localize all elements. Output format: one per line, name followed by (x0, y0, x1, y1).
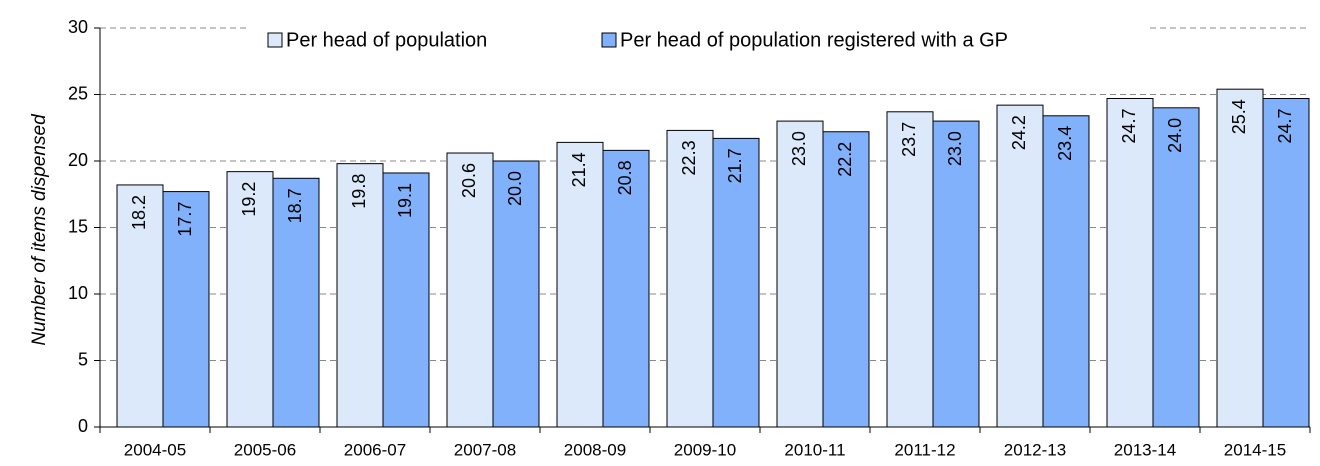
value-label: 23.4 (1055, 126, 1075, 161)
y-tick-label: 5 (78, 349, 88, 369)
value-label: 22.2 (835, 142, 855, 177)
bar (886, 111, 934, 428)
y-tick-label: 0 (78, 416, 88, 436)
bar (162, 191, 210, 428)
value-label: 21.4 (569, 152, 589, 187)
x-tick-label: 2014-15 (1224, 440, 1286, 459)
value-label: 19.1 (395, 183, 415, 218)
bar (556, 141, 604, 428)
value-label: 22.3 (679, 140, 699, 175)
bar (666, 129, 714, 428)
y-tick-label: 10 (68, 283, 88, 303)
value-label: 18.7 (285, 188, 305, 223)
bar (776, 120, 824, 428)
value-label: 20.8 (615, 160, 635, 195)
x-tick-label: 2006-07 (344, 440, 406, 459)
value-label: 25.4 (1229, 99, 1249, 134)
bar (1042, 115, 1090, 428)
value-label: 24.0 (1165, 118, 1185, 153)
bar (272, 177, 320, 428)
bar (492, 160, 540, 428)
y-tick-label: 15 (68, 216, 88, 236)
bar (1106, 97, 1154, 428)
bar (1216, 88, 1264, 428)
bar (712, 137, 760, 428)
x-tick-label: 2007-08 (454, 440, 516, 459)
y-tick-label: 20 (68, 150, 88, 170)
legend-swatch (267, 32, 283, 48)
value-label: 19.8 (349, 174, 369, 209)
bar (1262, 97, 1310, 428)
x-tick-label: 2010-11 (784, 440, 845, 459)
value-label: 24.7 (1119, 108, 1139, 143)
value-label: 17.7 (175, 202, 195, 237)
bar (822, 131, 870, 428)
value-label: 23.0 (945, 131, 965, 166)
bar (1152, 107, 1200, 428)
legend-label: Per head of population registered with a… (620, 29, 1008, 51)
value-label: 23.0 (789, 131, 809, 166)
bar (446, 152, 494, 428)
bar (382, 172, 430, 428)
x-tick-label: 2011-12 (894, 440, 955, 459)
bar (116, 184, 164, 428)
x-tick-label: 2012-13 (1004, 440, 1066, 459)
y-tick-label: 25 (68, 83, 88, 103)
value-label: 19.2 (239, 182, 259, 217)
value-label: 24.2 (1009, 115, 1029, 150)
value-label: 23.7 (899, 122, 919, 157)
y-axis-label: Number of items dispensed (29, 113, 50, 346)
legend-box (248, 14, 1148, 54)
value-label: 20.0 (505, 171, 525, 206)
x-tick-label: 2008-09 (564, 440, 626, 459)
x-tick-label: 2004-05 (124, 440, 186, 459)
value-label: 24.7 (1275, 108, 1295, 143)
bar (996, 104, 1044, 428)
legend-label: Per head of population (286, 29, 487, 51)
value-label: 21.7 (725, 148, 745, 183)
value-label: 20.6 (459, 163, 479, 198)
y-tick-label: 30 (68, 17, 88, 37)
bar (602, 149, 650, 428)
x-tick-label: 2005-06 (234, 440, 296, 459)
value-label: 18.2 (129, 195, 149, 230)
bar (932, 120, 980, 428)
legend-swatch (601, 32, 617, 48)
x-tick-label: 2009-10 (674, 440, 736, 459)
x-tick-label: 2013-14 (1114, 440, 1176, 459)
